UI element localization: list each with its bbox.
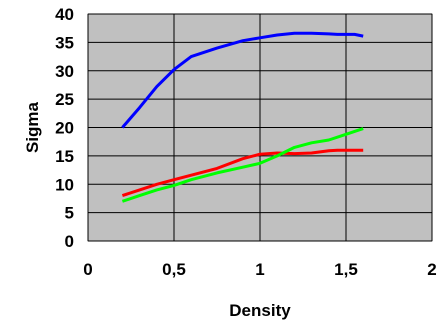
y-tick-label: 15 bbox=[55, 147, 74, 166]
y-tick-label: 25 bbox=[55, 90, 74, 109]
y-axis-title: Sigma bbox=[23, 101, 42, 153]
x-axis-ticks: 0 0,5 1 1,5 2 bbox=[83, 260, 436, 279]
y-tick-label: 5 bbox=[65, 204, 74, 223]
series-group bbox=[121, 31, 364, 203]
y-tick-label: 0 bbox=[65, 232, 74, 251]
x-tick-label: 0 bbox=[83, 260, 92, 279]
series-line-3 bbox=[121, 127, 364, 203]
y-tick-label: 35 bbox=[55, 33, 74, 52]
x-tick-label: 0,5 bbox=[162, 260, 186, 279]
x-axis-title: Density bbox=[229, 301, 291, 320]
y-tick-label: 40 bbox=[55, 5, 74, 24]
x-tick-label: 2 bbox=[427, 260, 436, 279]
x-tick-label: 1,5 bbox=[334, 260, 358, 279]
y-tick-label: 20 bbox=[55, 119, 74, 138]
y-tick-label: 10 bbox=[55, 175, 74, 194]
x-tick-label: 1 bbox=[255, 260, 264, 279]
y-tick-label: 30 bbox=[55, 62, 74, 81]
series-line-2 bbox=[121, 148, 364, 198]
y-axis-ticks: 0 5 10 15 20 25 30 35 40 bbox=[55, 5, 74, 251]
series-line-1 bbox=[121, 31, 364, 129]
